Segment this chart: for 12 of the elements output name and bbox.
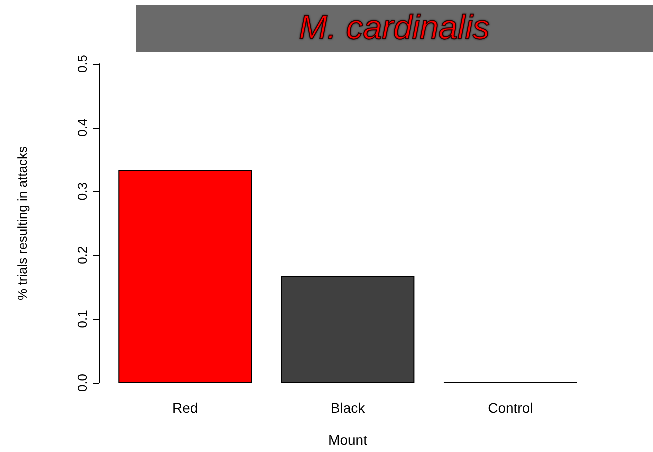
x-tick-label: Black xyxy=(330,400,366,416)
y-tick-label: 0.5 xyxy=(75,54,90,74)
x-tick-label: Red xyxy=(172,400,198,416)
x-tick-label: Control xyxy=(488,400,534,416)
x-axis-title: Mount xyxy=(328,432,368,448)
y-axis-title: % trials resulting in attacks xyxy=(15,146,30,300)
chart-title: M. cardinalis xyxy=(136,5,653,52)
y-tick-label: 0.4 xyxy=(75,118,90,137)
y-tick-label: 0.2 xyxy=(75,246,90,264)
y-tick-label: 0.3 xyxy=(75,182,90,201)
y-tick-label: 0.0 xyxy=(75,374,90,392)
y-tick-label: 0.1 xyxy=(75,310,90,328)
